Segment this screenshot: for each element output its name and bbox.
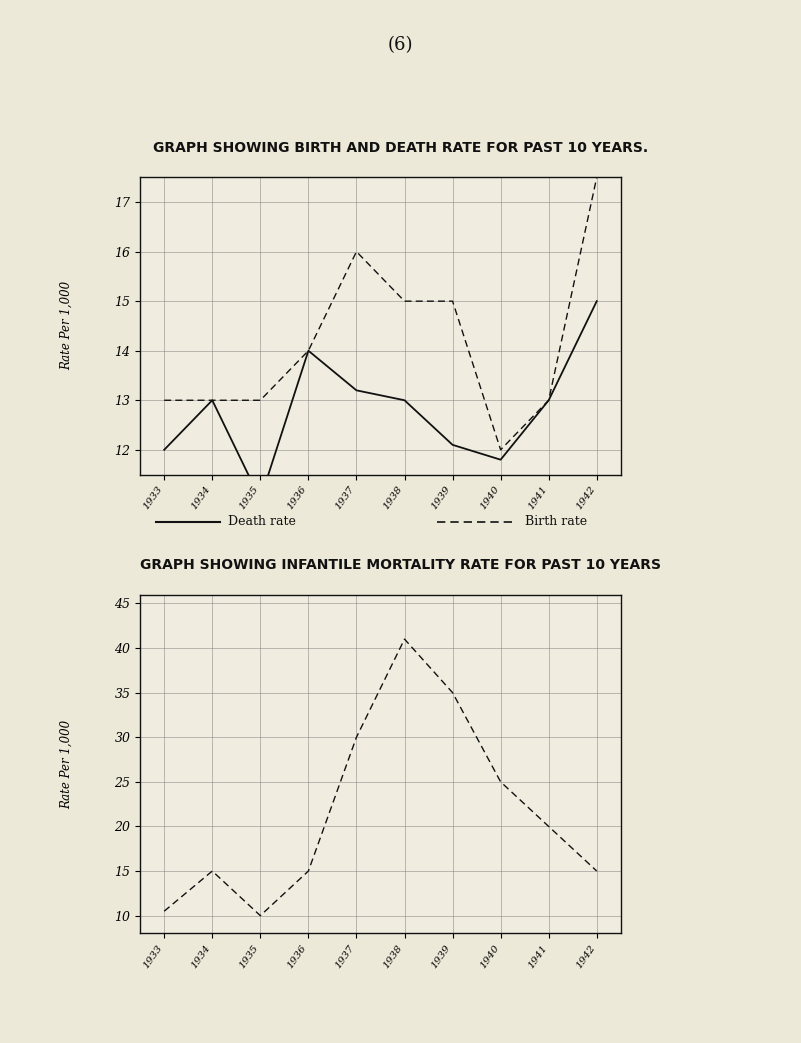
Text: Birth rate: Birth rate xyxy=(525,515,587,528)
Text: Death rate: Death rate xyxy=(228,515,296,528)
Text: GRAPH SHOWING BIRTH AND DEATH RATE FOR PAST 10 YEARS.: GRAPH SHOWING BIRTH AND DEATH RATE FOR P… xyxy=(153,141,648,155)
Text: GRAPH SHOWING INFANTILE MORTALITY RATE FOR PAST 10 YEARS: GRAPH SHOWING INFANTILE MORTALITY RATE F… xyxy=(140,558,661,573)
Y-axis label: Rate Per 1,000: Rate Per 1,000 xyxy=(60,282,73,370)
Text: (6): (6) xyxy=(388,35,413,54)
Y-axis label: Rate Per 1,000: Rate Per 1,000 xyxy=(60,720,73,808)
